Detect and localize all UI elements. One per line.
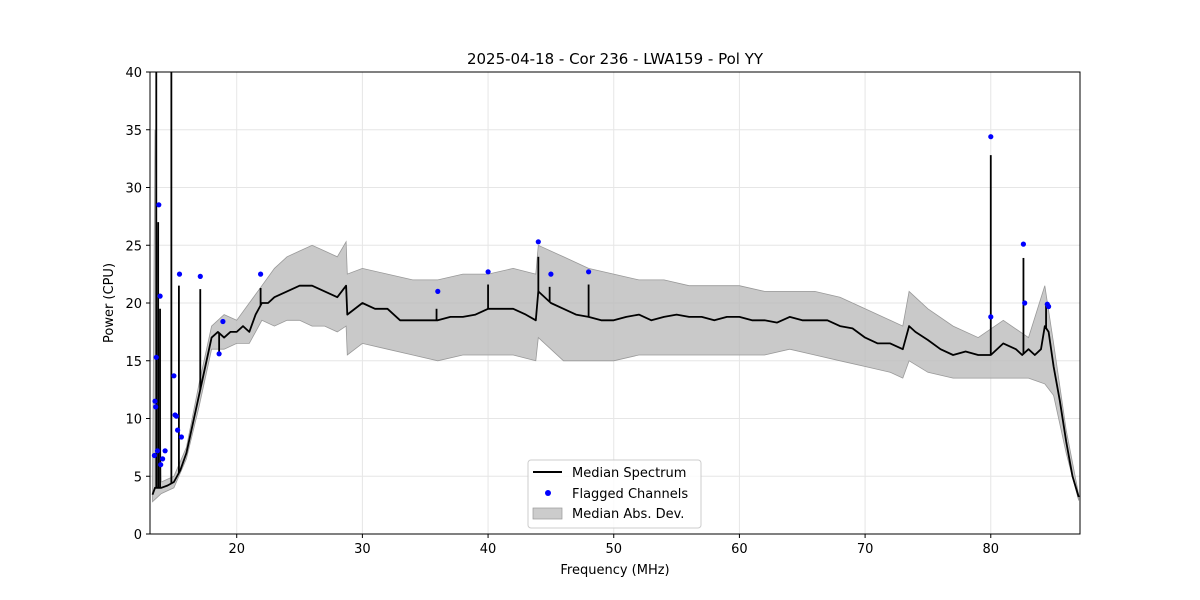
x-tick-label: 60 xyxy=(731,542,748,557)
median-spectrum-line xyxy=(151,284,1080,498)
flagged-channel-point xyxy=(175,427,181,433)
flagged-channel-point xyxy=(176,271,183,277)
y-tick-label: 25 xyxy=(125,239,142,254)
flagged-channel-point xyxy=(1022,300,1028,306)
median-spectrum-layer xyxy=(151,72,1080,498)
flagged-channel-point xyxy=(160,456,166,462)
y-tick-label: 35 xyxy=(125,124,142,139)
flagged-channel-point xyxy=(988,134,994,140)
flagged-channel-point xyxy=(162,448,168,454)
legend: Median Spectrum Flagged Channels Median … xyxy=(527,459,702,529)
x-axis-ticks: 20 30 40 50 60 70 80 xyxy=(228,534,999,557)
y-tick-label: 40 xyxy=(125,66,142,81)
flagged-channel-point xyxy=(1020,241,1026,247)
flagged-channel-point xyxy=(220,318,226,325)
legend-box xyxy=(527,459,702,529)
x-tick-label: 80 xyxy=(982,542,999,557)
flagged-channel-point xyxy=(171,373,177,379)
flagged-channel-point xyxy=(586,269,592,275)
flagged-channel-point xyxy=(153,354,159,360)
flagged-channel-point xyxy=(154,448,161,454)
y-tick-label: 5 xyxy=(134,470,142,485)
legend-flagged-swatch xyxy=(545,490,551,496)
flagged-channel-point xyxy=(153,404,159,410)
flagged-channel-point xyxy=(152,398,158,404)
x-axis-label: Frequency (MHz) xyxy=(560,563,669,578)
x-tick-label: 50 xyxy=(605,542,622,557)
flagged-channel-point xyxy=(178,434,184,440)
y-tick-label: 15 xyxy=(125,355,142,370)
flagged-channel-point xyxy=(988,314,994,320)
flagged-channel-point xyxy=(535,239,541,245)
flagged-channel-point xyxy=(173,413,179,419)
chart-title: 2025-04-18 - Cor 236 - LWA159 - Pol YY xyxy=(467,50,764,68)
legend-median-label: Median Spectrum xyxy=(572,466,686,481)
y-tick-label: 10 xyxy=(125,413,142,428)
y-tick-label: 0 xyxy=(134,528,142,543)
x-tick-label: 20 xyxy=(228,542,245,557)
flagged-channel-point xyxy=(157,293,163,299)
y-tick-label: 30 xyxy=(125,182,142,197)
x-tick-label: 40 xyxy=(480,542,497,557)
median-abs-dev-band xyxy=(152,129,1080,503)
x-tick-label: 30 xyxy=(354,542,371,557)
flagged-channel-point xyxy=(216,351,222,357)
flagged-channel-point xyxy=(156,202,162,208)
flagged-channel-point xyxy=(1046,303,1052,310)
x-tick-label: 70 xyxy=(857,542,874,557)
legend-flagged-label: Flagged Channels xyxy=(572,487,688,502)
flagged-channel-point xyxy=(151,452,157,459)
legend-mad-swatch xyxy=(532,507,563,520)
flagged-channel-point xyxy=(435,288,441,294)
flagged-channel-point xyxy=(548,271,554,277)
legend-mad-label: Median Abs. Dev. xyxy=(572,507,684,522)
y-axis-label: Power (CPU) xyxy=(102,263,117,343)
flagged-channel-point xyxy=(158,462,164,468)
median-abs-dev-layer xyxy=(152,129,1080,503)
flagged-channel-point xyxy=(258,271,264,277)
y-tick-label: 20 xyxy=(125,297,142,312)
flagged-channels-layer xyxy=(151,134,1052,468)
y-axis-ticks: 0 5 10 15 20 25 30 35 40 xyxy=(125,66,150,543)
flagged-channel-point xyxy=(197,273,203,279)
flagged-channel-point xyxy=(485,269,491,275)
